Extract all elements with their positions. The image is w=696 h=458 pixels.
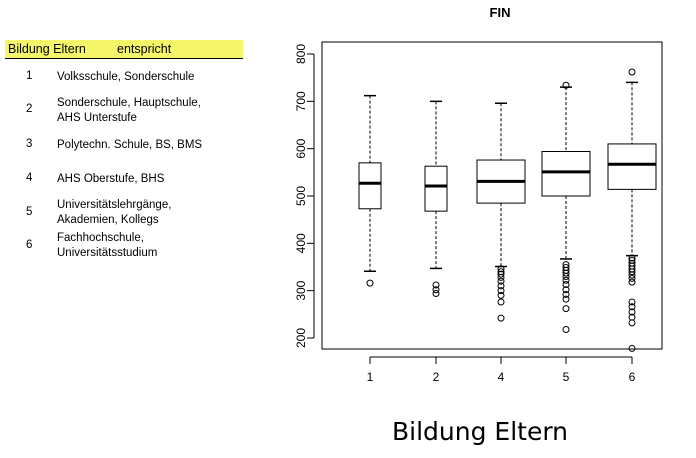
legend-desc-line1: Sonderschule, Hauptschule, — [57, 97, 201, 109]
x-tick-label: 4 — [498, 370, 505, 384]
x-tick-label: 6 — [629, 370, 636, 384]
outlier-point — [562, 325, 570, 333]
y-tick-label: 600 — [294, 138, 308, 158]
outlier-point — [628, 278, 636, 286]
outlier-point — [432, 281, 440, 289]
x-axis-title: Bildung Eltern — [392, 417, 568, 446]
legend-desc: Universitätslehrgänge, Akademien, Kollegs — [57, 198, 171, 228]
y-tick-label: 700 — [294, 91, 308, 111]
outlier-point — [628, 254, 636, 262]
outlier-point — [497, 270, 505, 278]
outlier-point — [628, 298, 636, 306]
legend-desc-line1: Universitätslehrgänge, — [57, 199, 172, 211]
outlier-point — [497, 314, 505, 322]
legend-desc-line1: Volksschule, Sonderschule — [57, 71, 195, 83]
legend-desc: Polytechn. Schule, BS, BMS — [57, 138, 202, 153]
y-tick-label: 500 — [294, 186, 308, 206]
legend-desc-line1: Fachhochschule, — [57, 232, 144, 244]
legend-desc: Sonderschule, Hauptschule, AHS Unterstufe — [57, 96, 201, 126]
box-iqr — [424, 165, 448, 212]
outlier-point — [366, 279, 374, 287]
outlier-point — [497, 273, 505, 281]
legend-code: 4 — [26, 172, 33, 184]
outlier-point — [562, 272, 570, 280]
outlier-point — [497, 291, 505, 299]
outlier-point — [562, 81, 570, 89]
outlier-point — [562, 269, 570, 277]
outlier-point — [562, 295, 570, 303]
plot-frame — [321, 41, 663, 350]
x-tick-label: 1 — [367, 370, 374, 384]
outlier-point — [562, 286, 570, 294]
box-iqr — [541, 151, 591, 197]
legend-header: Bildung Eltern entspricht — [5, 40, 243, 59]
legend-desc-line1: Polytechn. Schule, BS, BMS — [57, 139, 203, 151]
x-tick-label: 2 — [433, 370, 440, 384]
legend-code: 3 — [26, 138, 33, 150]
outlier-point — [497, 282, 505, 290]
legend-code: 2 — [26, 103, 33, 115]
outlier-point — [628, 274, 636, 282]
outlier-point — [628, 308, 636, 316]
outlier-point — [497, 287, 505, 295]
outlier-point — [628, 344, 636, 352]
outlier-point — [497, 277, 505, 285]
legend-desc-line2: Akademien, Kollegs — [57, 214, 159, 226]
outlier-point — [562, 281, 570, 289]
outlier-point — [562, 305, 570, 313]
box-iqr — [607, 143, 657, 190]
y-tick-label: 200 — [294, 328, 308, 348]
legend-header-entspricht: entspricht — [117, 42, 172, 56]
legend-desc: Fachhochschule, Universitätsstudium — [57, 231, 157, 261]
legend-desc: Volksschule, Sonderschule — [57, 70, 194, 85]
legend-code: 5 — [26, 206, 33, 218]
chart-title: FIN — [490, 5, 511, 20]
outlier-point — [628, 268, 636, 276]
outlier-point — [628, 271, 636, 279]
x-tick-label: 5 — [563, 370, 570, 384]
outlier-point — [562, 276, 570, 284]
legend-desc-line1: AHS Oberstufe, BHS — [57, 173, 165, 185]
outlier-point — [628, 303, 636, 311]
legend-desc-line2: Universitätsstudium — [57, 247, 158, 259]
outlier-point — [628, 68, 636, 76]
outlier-point — [497, 298, 505, 306]
y-tick-label: 300 — [294, 280, 308, 300]
y-tick-label: 400 — [294, 233, 308, 253]
legend-header-bildung-eltern: Bildung Eltern — [8, 42, 86, 56]
outlier-point — [432, 286, 440, 294]
outlier-point — [628, 319, 636, 327]
outlier-point — [432, 290, 440, 298]
legend-desc: AHS Oberstufe, BHS — [57, 172, 164, 187]
outlier-point — [562, 290, 570, 298]
legend-code: 6 — [26, 239, 33, 251]
outlier-point — [497, 265, 505, 273]
box-iqr — [358, 162, 382, 210]
y-tick-label: 800 — [294, 44, 308, 64]
legend-desc-line2: AHS Unterstufe — [57, 112, 137, 124]
legend-code: 1 — [26, 70, 33, 82]
